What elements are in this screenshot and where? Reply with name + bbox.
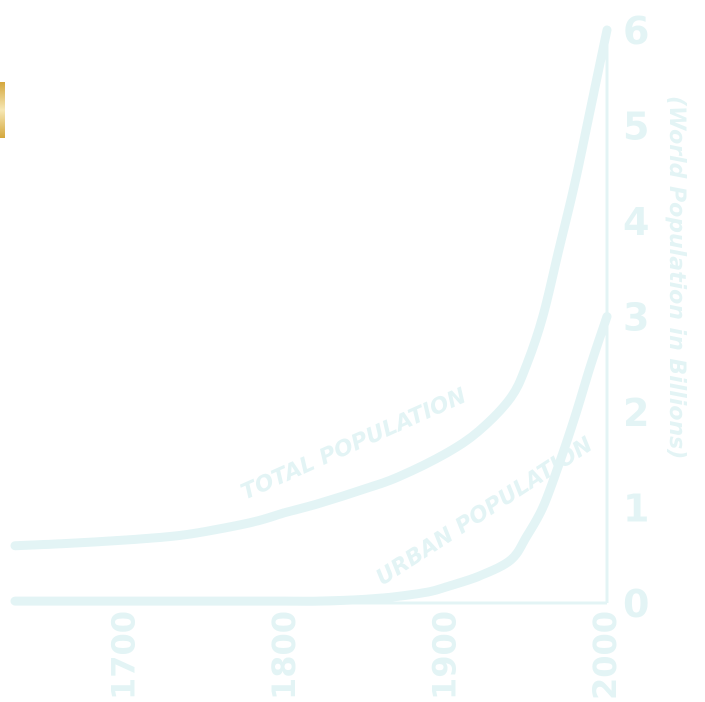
y-tick-1: 1	[623, 487, 649, 531]
y-tick-2: 2	[623, 391, 649, 435]
y-axis-label: (World Population in Billions)	[664, 96, 689, 459]
chart-axes	[15, 30, 609, 605]
y-tick-labels: 0 1 2 3 4 5 6	[623, 9, 649, 626]
x-tick-labels: 1700 1800 1900 2000	[105, 611, 624, 700]
x-tick-1700: 1700	[105, 611, 143, 700]
y-tick-6: 6	[623, 9, 649, 53]
y-tick-0: 0	[623, 582, 649, 626]
x-tick-2000: 2000	[586, 611, 624, 700]
cropped-image-fragment	[0, 82, 5, 138]
x-tick-1900: 1900	[426, 611, 464, 700]
urban-population-label: URBAN POPULATION	[372, 432, 598, 591]
y-tick-5: 5	[623, 105, 649, 149]
urban-population-line	[10, 312, 612, 606]
x-tick-1800: 1800	[265, 611, 303, 700]
y-tick-3: 3	[623, 296, 649, 340]
total-population-line	[10, 25, 612, 551]
y-tick-4: 4	[623, 200, 649, 244]
chart-series	[10, 25, 612, 606]
total-population-label: TOTAL POPULATION	[237, 383, 470, 505]
